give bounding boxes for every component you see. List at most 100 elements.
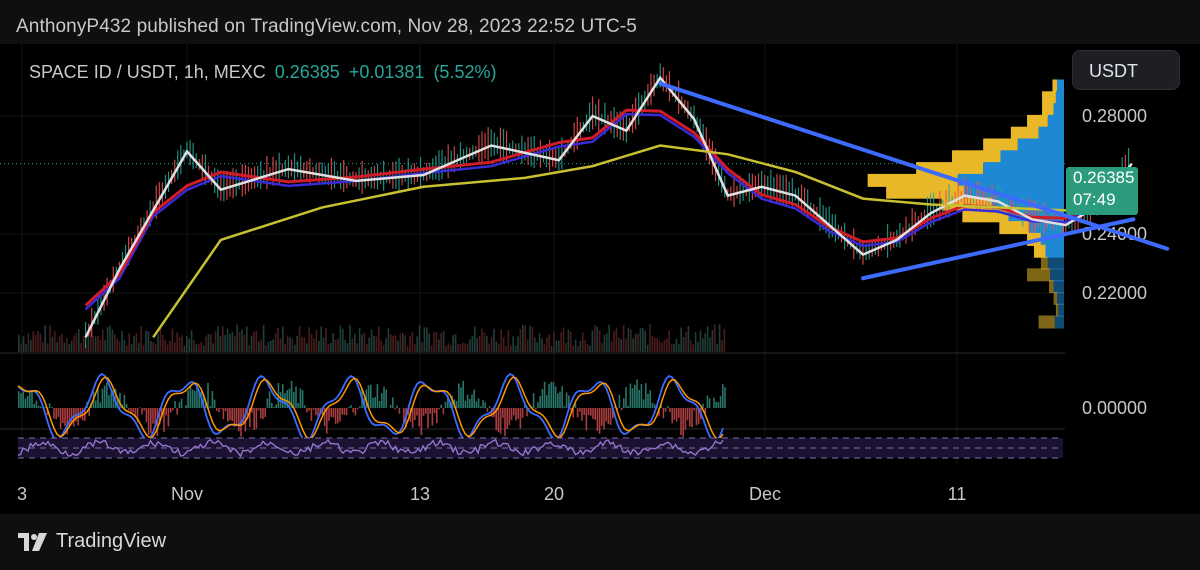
oscillator-bar: [394, 408, 396, 410]
oscillator-bar: [106, 382, 108, 408]
volume-bar: [570, 331, 572, 352]
oscillator-bar: [40, 406, 42, 408]
volume-bar: [342, 328, 344, 352]
oscillator-bar: [55, 408, 57, 420]
volume-bar: [478, 335, 481, 352]
volume-bar: [142, 345, 145, 352]
volume-profile-bar-down: [1052, 79, 1058, 93]
oscillator-bar: [132, 408, 134, 413]
volume-bar: [133, 335, 135, 352]
oscillator-bar: [605, 408, 607, 422]
oscillator-bar: [583, 408, 585, 416]
volume-bar: [706, 326, 709, 352]
oscillator-bar: [689, 408, 691, 427]
oscillator-bar: [682, 408, 684, 437]
oscillator-bar: [202, 393, 205, 408]
volume-bar: [246, 326, 248, 352]
volume-bar: [428, 333, 430, 352]
volume-bar: [231, 332, 234, 352]
oscillator-bar: [152, 408, 154, 424]
volume-bar: [68, 344, 70, 352]
oscillator-bar: [62, 408, 64, 424]
oscillator-bar: [543, 381, 546, 408]
currency-button[interactable]: USDT: [1072, 50, 1180, 90]
oscillator-bar: [724, 387, 726, 408]
oscillator-bar: [403, 408, 405, 423]
oscillator-bar: [158, 408, 161, 425]
volume-bar: [157, 334, 159, 352]
volume-profile-bar-up: [1057, 79, 1064, 93]
volume-bar: [70, 340, 73, 352]
volume-bar: [210, 334, 212, 352]
volume-bar: [236, 324, 238, 352]
volume-bar: [426, 327, 428, 352]
oscillator-bar: [546, 394, 548, 408]
volume-bar: [159, 327, 162, 352]
volume-profile-bar-down: [1010, 126, 1039, 140]
oscillator-bar: [719, 396, 722, 408]
volume-bar: [459, 344, 462, 352]
volume-bar: [457, 344, 459, 352]
oscillator-bar: [26, 395, 29, 408]
oscillator-bar: [497, 408, 500, 433]
oscillator-bar: [352, 408, 354, 413]
volume-bar: [560, 332, 562, 352]
volume-bar: [709, 337, 711, 352]
oscillator-bar: [519, 408, 522, 429]
volume-bar: [462, 342, 464, 352]
oscillator-tick-label: 0.00000: [1082, 398, 1147, 418]
volume-bar: [380, 340, 382, 352]
oscillator-bar: [440, 404, 442, 408]
volume-bar: [625, 339, 627, 352]
chart-frame[interactable]: 0.28000 0.24000 0.22000 3 Nov 13 20 Dec 11 0.0000…: [0, 44, 1200, 514]
volume-bar: [30, 339, 32, 352]
oscillator-bar: [515, 408, 517, 421]
oscillator-bar: [187, 390, 189, 408]
volume-bar: [140, 326, 142, 352]
oscillator-bar: [436, 408, 438, 424]
oscillator-bar: [194, 390, 196, 408]
oscillator-bar: [618, 394, 621, 408]
volume-bar: [538, 333, 541, 352]
volume-bar: [354, 333, 356, 352]
oscillator-bar: [286, 390, 288, 408]
volume-bar: [596, 326, 598, 352]
oscillator-bar: [253, 408, 255, 430]
volume-bar: [366, 344, 368, 352]
oscillator-bar: [634, 385, 636, 408]
volume-bar: [385, 338, 387, 352]
volume-bar: [270, 340, 272, 352]
volume-bar: [241, 329, 243, 352]
volume-bar: [430, 345, 433, 352]
symbol-legend[interactable]: SPACE ID / USDT, 1h, MEXC 0.26385 +0.013…: [29, 62, 500, 83]
volume-bar: [327, 344, 330, 352]
volume-bar: [183, 345, 186, 352]
oscillator-bar: [381, 393, 383, 408]
tradingview-brand[interactable]: TradingView: [18, 530, 166, 553]
oscillator-bar: [308, 408, 310, 411]
legend-change: +0.01381: [348, 62, 425, 82]
volume-bar: [382, 344, 385, 352]
volume-bar: [344, 339, 346, 352]
oscillator-bar: [645, 383, 647, 408]
oscillator-bar: [242, 408, 244, 424]
legend-change-pct: (5.52%): [433, 62, 497, 82]
oscillator-bar: [414, 408, 416, 421]
volume-bar: [694, 331, 697, 352]
volume-bar: [466, 343, 469, 352]
volume-bar: [37, 331, 39, 352]
volume-bar: [517, 336, 519, 352]
oscillator-bar: [425, 408, 427, 414]
volume-bar: [301, 337, 303, 352]
oscillator-bar: [598, 408, 601, 434]
oscillator-bar: [95, 400, 97, 408]
oscillator-bar: [169, 408, 172, 413]
oscillator-bar: [609, 408, 612, 425]
volume-bar: [171, 328, 174, 352]
oscillator-bar: [502, 408, 504, 418]
price-chart[interactable]: 0.28000 0.24000 0.22000 3 Nov 13 20 Dec 11 0.0000…: [0, 44, 1200, 514]
volume-profile-bar-down: [1055, 303, 1059, 317]
oscillator-bar: [123, 394, 126, 408]
volume-bar: [620, 339, 622, 352]
oscillator-bar: [471, 394, 473, 408]
